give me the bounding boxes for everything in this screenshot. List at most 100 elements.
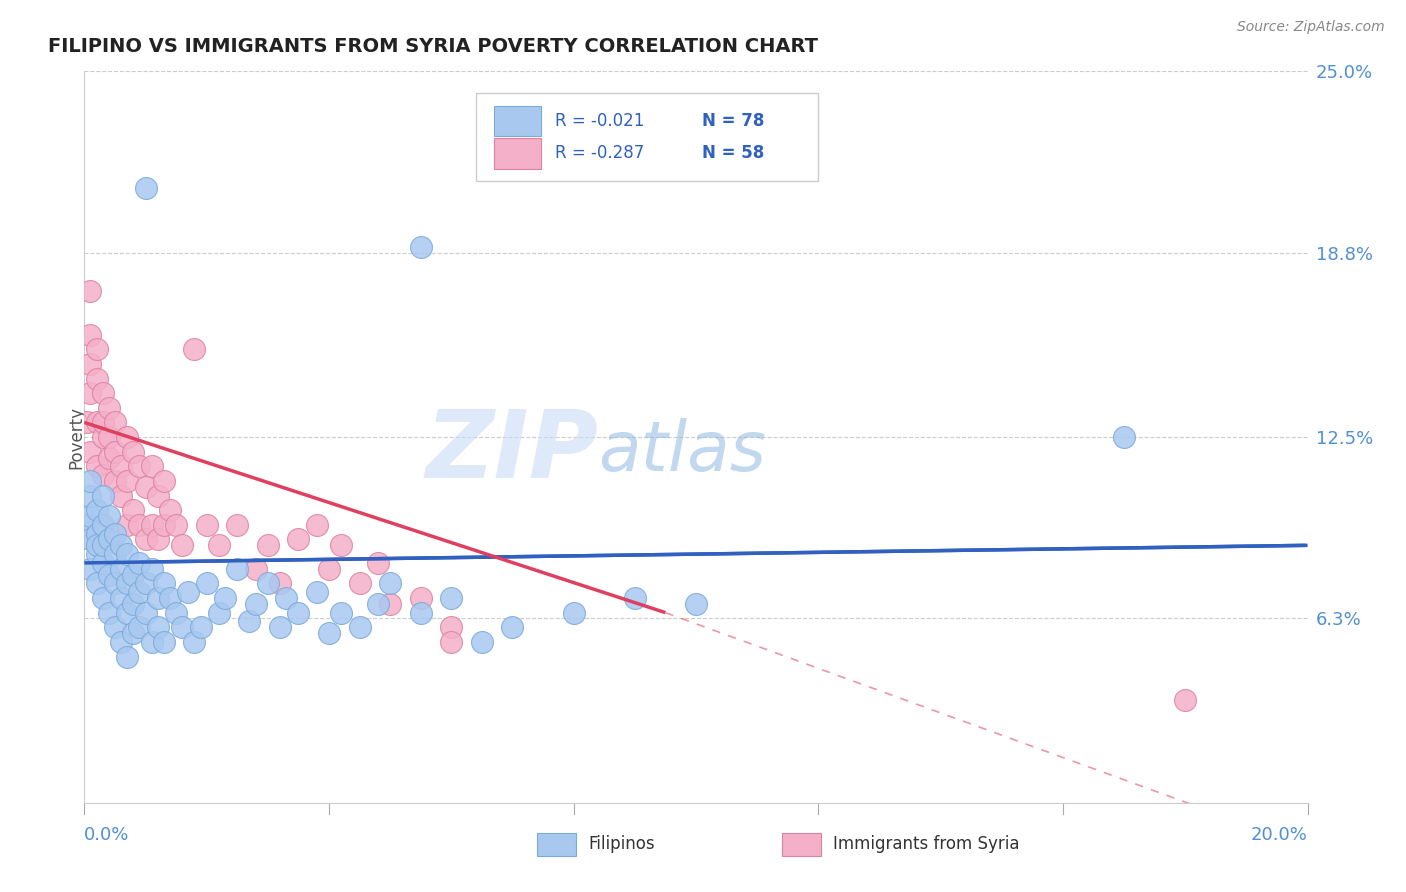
Point — [104, 444, 127, 458]
Point — [305, 585, 328, 599]
Point — [91, 517, 114, 532]
Point — [287, 533, 309, 547]
Point — [245, 562, 267, 576]
Point — [135, 576, 157, 591]
Point — [172, 538, 194, 552]
Point — [349, 620, 371, 634]
Point — [79, 284, 101, 298]
Point — [135, 480, 157, 494]
Point — [380, 597, 402, 611]
Point — [115, 430, 138, 444]
Point — [349, 576, 371, 591]
Point — [257, 538, 280, 552]
FancyBboxPatch shape — [475, 94, 818, 181]
Point — [195, 517, 218, 532]
Point — [104, 547, 127, 561]
Point — [318, 562, 340, 576]
Point — [562, 606, 585, 620]
Point — [165, 606, 187, 620]
Point — [502, 620, 524, 634]
Point — [330, 606, 353, 620]
Point — [115, 649, 138, 664]
Point — [409, 591, 432, 605]
Point — [122, 444, 145, 458]
Point — [110, 591, 132, 605]
Point — [86, 459, 108, 474]
Point — [97, 533, 120, 547]
Y-axis label: Poverty: Poverty — [67, 406, 84, 468]
Point — [91, 538, 114, 552]
Text: 0.0%: 0.0% — [84, 826, 129, 844]
Point — [79, 327, 101, 342]
Point — [79, 444, 101, 458]
Point — [86, 576, 108, 591]
Point — [115, 547, 138, 561]
Point — [208, 606, 231, 620]
Point — [153, 576, 176, 591]
Point — [153, 517, 176, 532]
Point — [91, 556, 114, 570]
Point — [141, 562, 163, 576]
Point — [91, 416, 114, 430]
Point — [141, 517, 163, 532]
Point — [110, 538, 132, 552]
Point — [226, 517, 249, 532]
Point — [269, 620, 291, 634]
Point — [276, 591, 298, 605]
Point — [183, 343, 205, 357]
Point — [86, 343, 108, 357]
Point — [238, 615, 260, 629]
Text: ZIP: ZIP — [425, 406, 598, 498]
Point — [110, 562, 132, 576]
Point — [97, 509, 120, 524]
Point — [79, 533, 101, 547]
Bar — [494, 138, 541, 169]
Point — [76, 517, 98, 532]
Point — [257, 576, 280, 591]
Text: FILIPINO VS IMMIGRANTS FROM SYRIA POVERTY CORRELATION CHART: FILIPINO VS IMMIGRANTS FROM SYRIA POVERT… — [48, 37, 818, 56]
Point — [367, 597, 389, 611]
Point — [97, 450, 120, 465]
Point — [115, 606, 138, 620]
Point — [110, 489, 132, 503]
Point — [79, 474, 101, 488]
Point — [110, 459, 132, 474]
Point — [440, 620, 463, 634]
Point — [172, 620, 194, 634]
Point — [128, 459, 150, 474]
Text: Immigrants from Syria: Immigrants from Syria — [832, 836, 1019, 854]
Point — [79, 489, 101, 503]
Point — [190, 620, 212, 634]
Point — [91, 430, 114, 444]
Point — [153, 474, 176, 488]
Bar — [494, 106, 541, 136]
Point — [91, 468, 114, 483]
Point — [330, 538, 353, 552]
Point — [159, 591, 181, 605]
Point — [305, 517, 328, 532]
Point — [91, 386, 114, 401]
Point — [86, 503, 108, 517]
Point — [79, 509, 101, 524]
Point — [146, 489, 169, 503]
Point — [128, 517, 150, 532]
Text: R = -0.021: R = -0.021 — [555, 112, 645, 130]
Point — [153, 635, 176, 649]
Text: R = -0.287: R = -0.287 — [555, 145, 644, 162]
Point — [245, 597, 267, 611]
Point — [104, 474, 127, 488]
Point — [208, 538, 231, 552]
Point — [141, 459, 163, 474]
Point — [269, 576, 291, 591]
Point — [440, 635, 463, 649]
Point — [91, 591, 114, 605]
Point — [409, 240, 432, 254]
Point — [183, 635, 205, 649]
Point — [86, 526, 108, 541]
Point — [380, 576, 402, 591]
Point — [104, 526, 127, 541]
Point — [97, 606, 120, 620]
Text: atlas: atlas — [598, 418, 766, 485]
Point — [318, 626, 340, 640]
Point — [159, 503, 181, 517]
